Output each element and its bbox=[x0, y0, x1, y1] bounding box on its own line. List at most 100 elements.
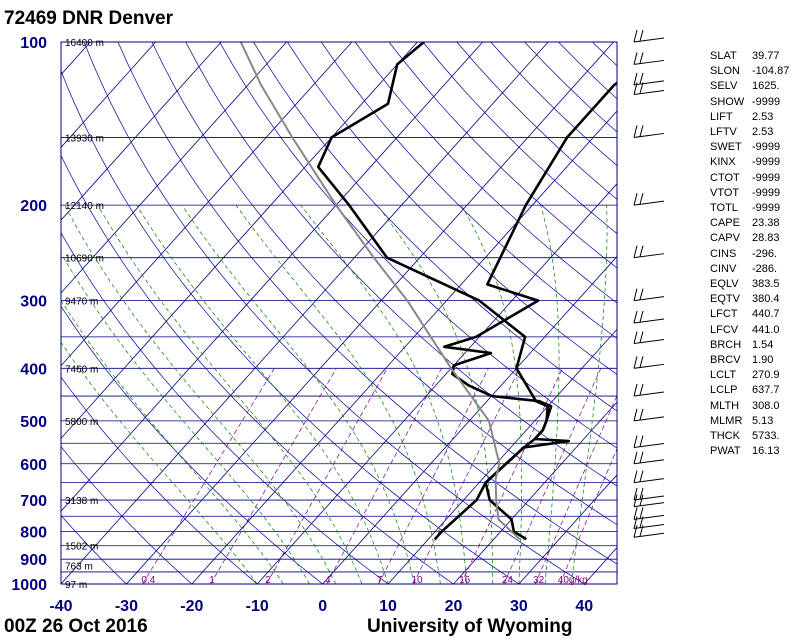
mixing-ratio-line bbox=[266, 368, 388, 584]
wind-barb-icon bbox=[633, 451, 665, 465]
mixing-ratio-line bbox=[142, 368, 275, 584]
moist-adiabat-line bbox=[376, 204, 494, 584]
index-name: EQTV bbox=[710, 293, 740, 306]
isotherm-line bbox=[61, 42, 549, 584]
index-value: 308.0 bbox=[752, 399, 780, 412]
index-value: 5733. bbox=[752, 430, 780, 443]
mixing-ratio-line bbox=[412, 368, 520, 584]
index-name: LFCV bbox=[710, 323, 739, 336]
pressure-tick-label: 1000 bbox=[11, 577, 47, 594]
dry-adiabat-line bbox=[151, 42, 617, 526]
index-value: 39.77 bbox=[752, 50, 780, 62]
wind-barb-icon bbox=[633, 487, 665, 501]
height-label: 5800 m bbox=[65, 417, 98, 428]
moist-adiabat-line bbox=[181, 205, 415, 584]
index-name: LFCT bbox=[710, 308, 738, 321]
wind-barb-icon bbox=[633, 516, 665, 530]
index-value: -9999 bbox=[752, 95, 781, 108]
index-row: EQLV 383.5 bbox=[710, 277, 800, 292]
index-value: 440.7 bbox=[752, 308, 780, 321]
temperature-tick-label: -30 bbox=[115, 598, 138, 615]
index-row: MLMR 5.13 bbox=[710, 414, 800, 429]
isotherm-line bbox=[61, 42, 353, 367]
temperature-tick-label: 40 bbox=[575, 598, 593, 615]
mixing-ratio-label: 0.4 bbox=[141, 575, 155, 586]
pressure-tick-label: 400 bbox=[20, 361, 47, 378]
height-label: 10690 m bbox=[65, 254, 104, 265]
mixing-ratio-line bbox=[378, 368, 489, 584]
index-value: 1625. bbox=[752, 80, 780, 93]
moist-adiabat-line bbox=[61, 299, 284, 584]
diagram-grid bbox=[61, 42, 617, 584]
index-row: TOTL -9999 bbox=[710, 201, 800, 216]
plot-frame bbox=[60, 41, 618, 585]
index-value: 270.9 bbox=[752, 369, 780, 382]
mixing-ratio-line bbox=[326, 368, 442, 584]
index-value: -286. bbox=[752, 262, 778, 275]
dry-adiabat-line bbox=[61, 305, 323, 584]
height-label: 3138 m bbox=[65, 496, 98, 507]
index-row: SWET -9999 bbox=[710, 140, 800, 155]
wind-barb-icon bbox=[633, 507, 665, 520]
mixing-ratio-line bbox=[210, 368, 337, 584]
sounding-lines bbox=[239, 42, 617, 541]
index-row: SLON -104.87 bbox=[710, 64, 800, 79]
pressure-tick-label: 200 bbox=[20, 198, 47, 215]
pressure-tick-label: 600 bbox=[20, 457, 47, 474]
index-name: LIFT bbox=[710, 110, 733, 123]
index-value: -296. bbox=[752, 247, 778, 260]
index-value: 380.4 bbox=[752, 293, 780, 306]
index-row: LFCT 440.7 bbox=[710, 307, 800, 322]
isotherm-line bbox=[453, 401, 617, 584]
moist-adiabat-line bbox=[64, 205, 337, 584]
temperature-tick-label: 10 bbox=[379, 598, 397, 615]
dry-adiabat-line bbox=[287, 42, 617, 375]
index-row: KINX -9999 bbox=[710, 155, 800, 170]
moist-adiabat-line bbox=[460, 205, 523, 584]
isotherm-line bbox=[61, 42, 157, 148]
dry-adiabat-line bbox=[83, 42, 585, 584]
temperature-tick-label: -20 bbox=[180, 598, 203, 615]
index-name: CAPE bbox=[710, 217, 740, 230]
mixing-ratio-line bbox=[534, 394, 617, 584]
moist-adiabat-line bbox=[540, 205, 560, 584]
index-name: THCK bbox=[710, 430, 740, 443]
height-label: 12140 m bbox=[65, 201, 104, 212]
index-value: 2.53 bbox=[752, 110, 774, 123]
index-name: MLTH bbox=[710, 399, 740, 412]
index-row: SLAT 39.77 bbox=[710, 49, 800, 64]
wind-barb-icon bbox=[633, 52, 665, 65]
index-row: CTOT -9999 bbox=[710, 171, 800, 186]
wind-barb-icon bbox=[633, 494, 665, 508]
isotherm-line bbox=[322, 255, 617, 584]
index-row: EQTV 380.4 bbox=[710, 292, 800, 307]
index-row: LCLP 637.7 bbox=[710, 383, 800, 398]
dry-adiabat-line bbox=[61, 376, 258, 584]
wind-barb-icon bbox=[633, 193, 665, 206]
isotherm-line bbox=[518, 474, 617, 584]
isotherm-line bbox=[256, 183, 617, 584]
mixing-ratio-label: 7 bbox=[377, 575, 383, 586]
moist-adiabat-line bbox=[235, 204, 441, 584]
index-value: 23.38 bbox=[752, 217, 780, 230]
index-row: CAPV 28.83 bbox=[710, 231, 800, 246]
moist-adiabat-line bbox=[97, 205, 363, 584]
wind-barb-icon bbox=[633, 525, 665, 538]
index-value: 637.7 bbox=[752, 384, 780, 397]
index-name: VTOT bbox=[710, 186, 740, 199]
data-source: University of Wyoming bbox=[367, 616, 573, 637]
isotherm-line bbox=[387, 328, 617, 584]
dry-adiabat-line bbox=[61, 154, 454, 584]
dry-adiabat-line bbox=[354, 42, 617, 304]
moist-adiabat-line bbox=[61, 341, 258, 584]
mixing-ratio-line bbox=[559, 447, 617, 584]
index-name: PWAT bbox=[710, 445, 741, 458]
index-value: -104.87 bbox=[752, 65, 790, 78]
dry-adiabat-line bbox=[321, 42, 617, 339]
index-name: CTOT bbox=[710, 171, 740, 184]
temperature-profile-line bbox=[443, 81, 617, 541]
index-row: LIFT 2.53 bbox=[710, 110, 800, 125]
temperature-tick-label: 30 bbox=[510, 598, 528, 615]
